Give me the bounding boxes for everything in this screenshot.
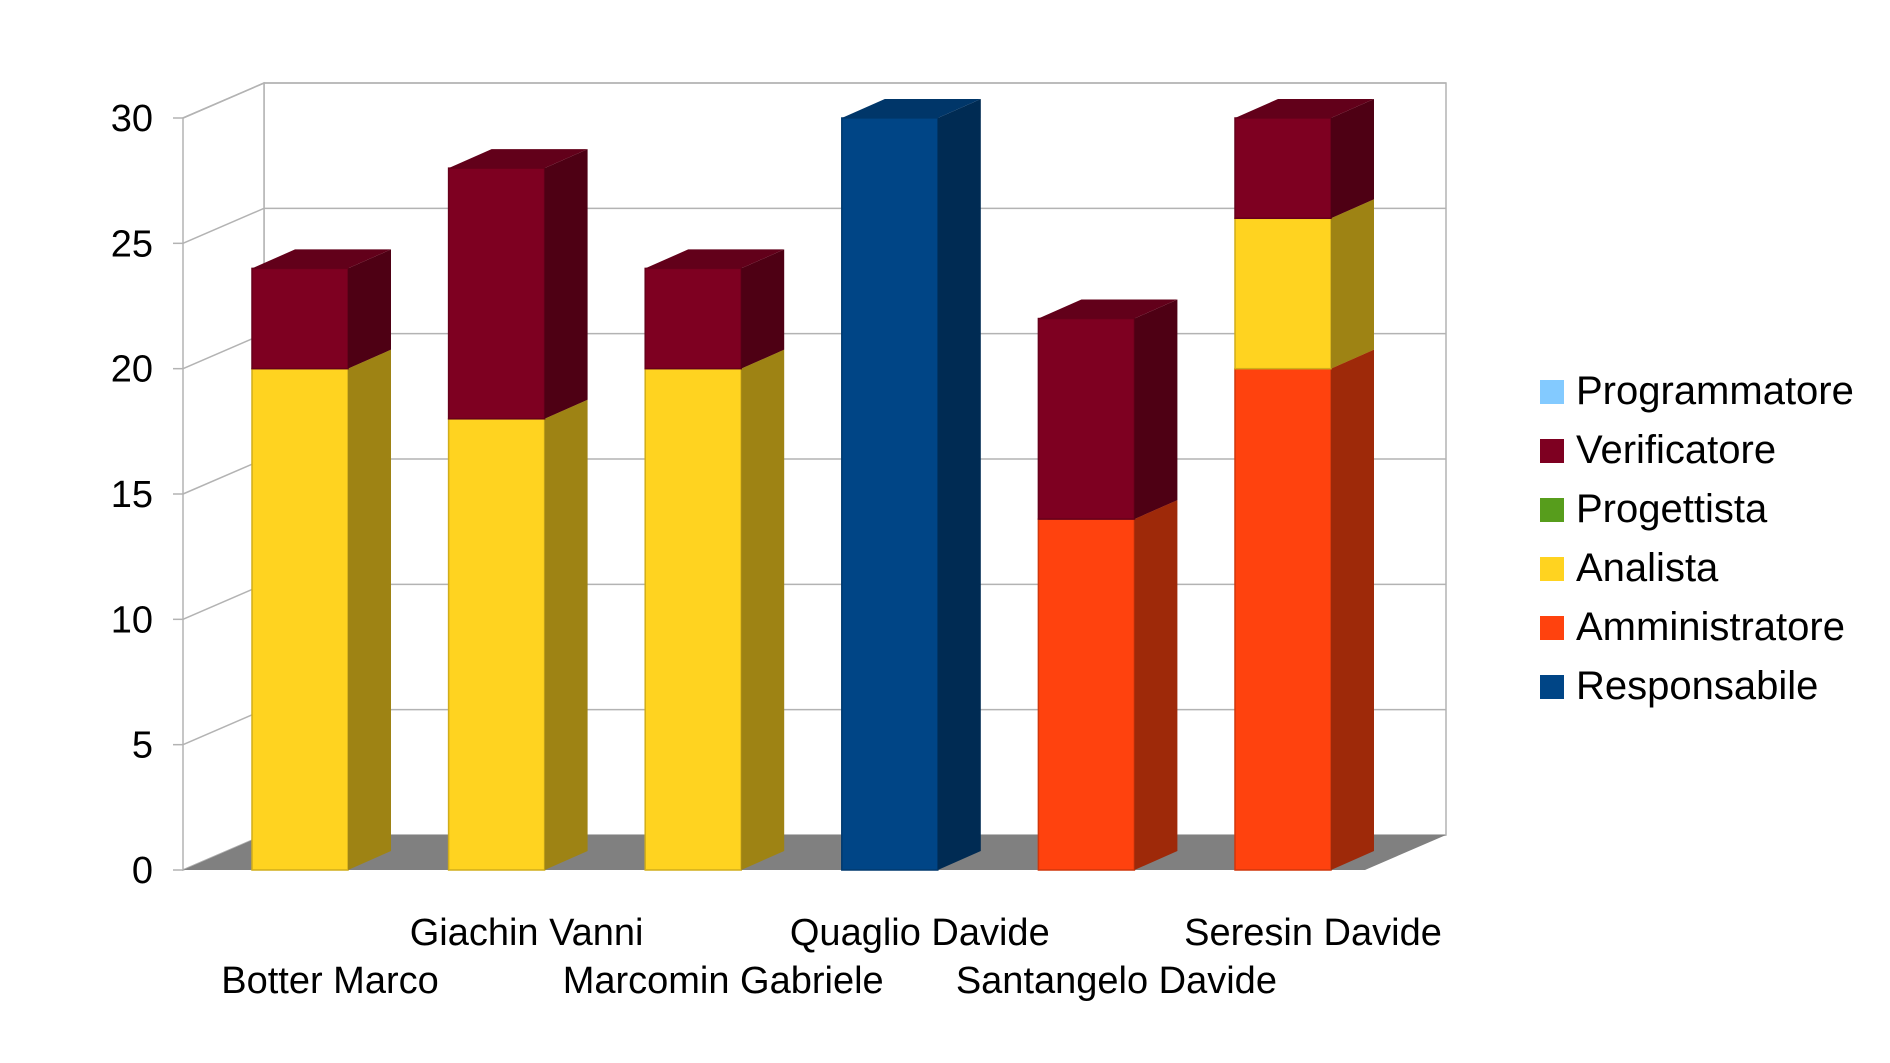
- bar-top: [645, 249, 785, 269]
- legend-label: Amministratore: [1576, 605, 1845, 649]
- bar-side: [741, 249, 785, 369]
- bar-top: [1235, 99, 1374, 118]
- bar-segment-verificatore-giachin-vanni: [447, 149, 588, 420]
- bar-side: [1134, 500, 1178, 870]
- bar-side: [1134, 299, 1178, 520]
- bar-front: [644, 267, 742, 370]
- legend-swatch: [1540, 438, 1564, 463]
- y-tick-label: 15: [111, 474, 153, 516]
- bar-side: [544, 399, 588, 870]
- bar-side: [1331, 99, 1374, 219]
- x-tick-label: Santangelo Davide: [956, 960, 1277, 1002]
- bar-side: [1331, 349, 1374, 871]
- bar-front: [251, 267, 349, 370]
- bar-segment-analista-botter-marco: [251, 349, 391, 871]
- x-axis-labels: Botter Marco Giachin Vanni Marcomin Gabrie…: [221, 912, 1442, 1002]
- bar-segment-analista-marcomin-gabriele: [644, 349, 785, 871]
- legend-item-verificatore: Verificatore: [1540, 421, 1854, 480]
- bar-top: [252, 249, 391, 269]
- bar-front: [447, 167, 546, 420]
- bar-segment-amministratore-santangelo-davide: [1037, 500, 1178, 871]
- bar-front: [841, 117, 939, 871]
- bar-segment-verificatore-botter-marco: [251, 249, 391, 370]
- bar-front: [1234, 367, 1332, 871]
- y-tick-label: 5: [132, 725, 153, 767]
- y-axis-ticks: 0 5 10 15 20 25 30: [111, 98, 183, 892]
- bar-side: [348, 349, 391, 871]
- bar-front: [644, 367, 742, 871]
- y-tick-label: 10: [111, 599, 153, 641]
- legend: Programmatore Verificatore Progettista Anal…: [1540, 362, 1854, 716]
- legend-label: Responsabile: [1576, 664, 1819, 708]
- y-tick-label: 30: [111, 98, 153, 140]
- legend-label: Analista: [1576, 546, 1719, 590]
- bar-segment-analista-giachin-vanni: [447, 399, 588, 871]
- legend-swatch: [1540, 497, 1564, 522]
- bar-side: [741, 349, 785, 871]
- x-tick-label: Giachin Vanni: [410, 912, 644, 954]
- gridline: [182, 82, 1446, 119]
- legend-label: Progettista: [1576, 487, 1768, 531]
- x-tick-label: Seresin Davide: [1184, 912, 1442, 954]
- bar-side: [937, 99, 981, 870]
- bar-side: [544, 149, 588, 419]
- bar-top: [448, 149, 588, 169]
- legend-swatch: [1540, 674, 1564, 699]
- legend-swatch: [1540, 615, 1564, 640]
- bar-segment-verificatore-marcomin-gabriele: [644, 249, 785, 370]
- legend-item-amministratore: Amministratore: [1540, 598, 1854, 657]
- legend-item-programmatore: Programmatore: [1540, 362, 1854, 421]
- bar-segment-amministratore-seresin-davide: [1234, 349, 1374, 871]
- bar-side: [1331, 199, 1374, 369]
- bar-segment-responsabile-quaglio-davide: [841, 99, 981, 871]
- bar-side: [348, 249, 391, 369]
- legend-item-analista: Analista: [1540, 539, 1854, 598]
- legend-swatch: [1540, 556, 1564, 581]
- bar-front: [1234, 117, 1332, 220]
- bar-top: [841, 99, 981, 118]
- y-tick-label: 20: [111, 349, 153, 391]
- bar-front: [1234, 217, 1332, 370]
- legend-item-progettista: Progettista: [1540, 480, 1854, 539]
- y-tick-label: 0: [132, 850, 153, 892]
- gridline: [182, 207, 1446, 245]
- x-tick-label: Botter Marco: [221, 960, 439, 1002]
- legend-item-responsabile: Responsabile: [1540, 657, 1854, 716]
- bar-front: [251, 367, 349, 871]
- bar-top: [1038, 299, 1178, 319]
- legend-label: Programmatore: [1576, 369, 1854, 413]
- bar-segment-verificatore-seresin-davide: [1234, 99, 1374, 220]
- bar-front: [1037, 317, 1136, 520]
- bar-segment-verificatore-santangelo-davide: [1037, 299, 1178, 520]
- bars: [251, 99, 1374, 871]
- bar-front: [447, 418, 546, 871]
- legend-swatch: [1540, 379, 1564, 404]
- legend-label: Verificatore: [1576, 428, 1777, 472]
- bar-front: [1037, 518, 1136, 871]
- bar-segment-analista-seresin-davide: [1234, 199, 1374, 370]
- x-tick-label: Marcomin Gabriele: [563, 960, 884, 1002]
- x-tick-label: Quaglio Davide: [790, 912, 1050, 954]
- y-tick-label: 25: [111, 223, 153, 265]
